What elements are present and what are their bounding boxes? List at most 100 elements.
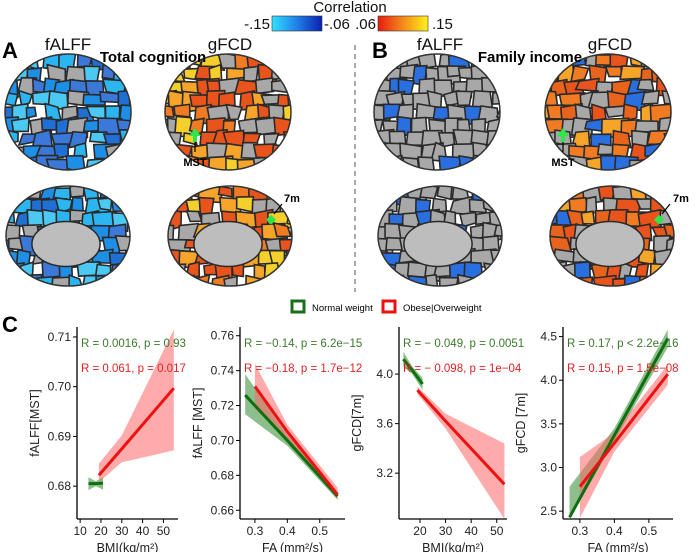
brain-parcel [641, 52, 659, 68]
lateral-brain-a-gfcd [154, 52, 310, 178]
panel-b-mst-label: MST [551, 157, 575, 169]
y-tick-label: 0.66 [211, 503, 235, 517]
brain-parcel [156, 143, 175, 163]
brain-parcel [256, 118, 277, 135]
brain-parcel [371, 158, 387, 174]
medial-wall [404, 222, 472, 267]
brain-parcel [105, 278, 128, 290]
colorbar-negative [272, 16, 322, 31]
brain-parcel [0, 144, 15, 164]
fit-line-normal [245, 395, 337, 496]
brain-parcel [489, 158, 506, 173]
x-tick-label: 0.5 [641, 524, 658, 538]
brain-parcel [381, 263, 396, 281]
panel-c-label: C [2, 312, 18, 337]
brain-parcel [539, 198, 554, 217]
panel-a-condition: Total cognition [100, 49, 206, 66]
y-tick-label: 0.70 [211, 433, 235, 447]
x-tick-label: 40 [136, 524, 150, 538]
y-tick-label: 3.2 [376, 466, 393, 480]
y-tick-label: 4.0 [376, 367, 393, 381]
brain-parcel [289, 147, 306, 161]
brain-parcel [162, 277, 184, 294]
brain-parcel [494, 143, 516, 165]
brain-parcel [630, 160, 645, 173]
brain-parcel [264, 53, 283, 67]
brain-parcel [606, 67, 622, 77]
brain-parcel [0, 92, 18, 106]
brain-parcel [0, 200, 13, 209]
brain-parcel [187, 211, 202, 221]
legend-swatch-obese [383, 301, 395, 312]
colorbar-neg-max: -.06 [324, 16, 350, 33]
y-axis-label: gFCD [7m] [514, 393, 528, 453]
medial-wall [576, 222, 644, 267]
y-tick-label: 0.76 [211, 329, 235, 343]
x-tick-label: 50 [490, 524, 504, 538]
brain-parcel [286, 52, 302, 68]
y-tick-label: 3.6 [376, 417, 393, 431]
brain-parcel [492, 66, 512, 81]
y-tick-label: 4.5 [540, 330, 557, 344]
panel-a-col-falff: fALFF [45, 35, 91, 54]
brain-parcel [491, 250, 510, 266]
brain-parcel [112, 158, 128, 171]
panel-a-7m-label: 7m [284, 193, 300, 205]
colorbar-pos-min: .06 [355, 16, 376, 33]
brain-parcel [662, 143, 685, 161]
stat-annotation-normal: R = − 0.049, p = 0.0051 [403, 338, 524, 350]
brain-parcel [96, 275, 117, 290]
brain-parcel [370, 143, 386, 163]
lateral-brain-b-falff [362, 52, 518, 178]
brain-parcel [244, 66, 258, 81]
panel-b-col-gfcd: gFCD [588, 35, 632, 54]
brain-parcel [581, 211, 594, 224]
brain-parcel [368, 264, 389, 282]
brain-parcel [492, 262, 515, 275]
brain-parcel [669, 121, 692, 132]
brain-parcel [666, 68, 684, 83]
brain-parcel [130, 210, 149, 228]
brain-parcel [155, 265, 179, 279]
panel-a-mst-label: MST [183, 157, 207, 169]
y-tick-label: 0.70 [48, 380, 72, 394]
y-tick-label: 0.69 [48, 429, 72, 443]
brain-parcel [4, 276, 21, 289]
x-axis-label: FA (mm²/s) [262, 541, 323, 552]
brain-parcel [167, 186, 185, 201]
y-tick-label: 0.71 [48, 330, 72, 344]
brain-parcel [128, 197, 152, 213]
x-tick-label: 30 [115, 524, 129, 538]
brain-maps [0, 52, 693, 297]
brain-parcel [219, 92, 235, 106]
brain-parcel [0, 66, 13, 83]
y-tick-label: 3.0 [540, 461, 557, 475]
brain-parcel [116, 185, 138, 202]
brain-parcel [111, 265, 129, 283]
y-tick-label: 0.74 [211, 364, 235, 378]
stat-annotation-normal: R = 0.0016, p = 0.93 [81, 338, 186, 350]
y-tick-label: 0.68 [211, 468, 235, 482]
brain-parcel [653, 277, 675, 294]
brain-parcel [439, 156, 461, 170]
brain-parcel [102, 159, 120, 176]
brain-parcel [662, 156, 682, 174]
brain-parcel [365, 197, 381, 214]
legend-swatch-normal [292, 301, 304, 312]
confidence-band-obese [99, 329, 174, 482]
y-tick-label: 3.5 [540, 417, 557, 431]
brain-parcel [112, 200, 137, 211]
brain-parcel [171, 264, 186, 276]
brain-parcel [658, 55, 678, 66]
brain-parcel [547, 185, 568, 205]
brain-parcel [367, 275, 392, 291]
brain-parcel [426, 275, 438, 289]
x-tick-label: 0.3 [247, 524, 264, 538]
brain-parcel [670, 275, 689, 296]
colorbar-title: Correlation [313, 0, 386, 16]
brain-parcel [224, 276, 237, 291]
